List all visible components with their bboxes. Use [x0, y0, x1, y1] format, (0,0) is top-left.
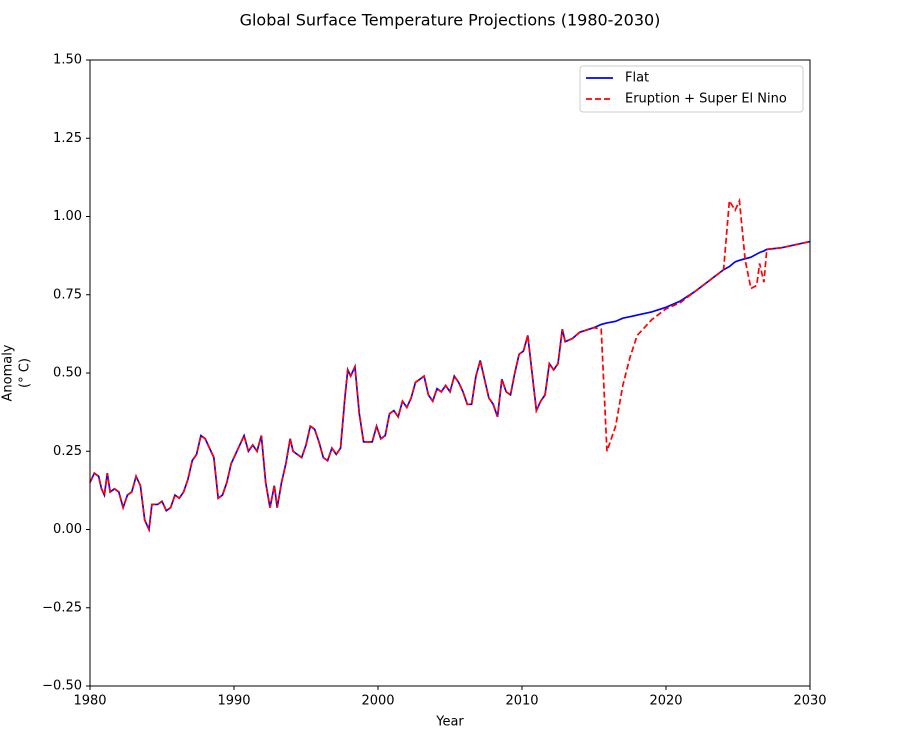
- legend-label: Eruption + Super El Nino: [625, 92, 787, 107]
- y-axis-label: Anomaly: [1, 344, 16, 401]
- chart-title: Global Surface Temperature Projections (…: [240, 11, 661, 30]
- y-tick-label: −0.50: [42, 679, 82, 694]
- y-tick-label: 0.75: [53, 287, 82, 302]
- series-line: [89, 240, 811, 533]
- x-tick-label: 2000: [361, 694, 394, 709]
- y-tick-label: 0.00: [53, 522, 82, 537]
- y-tick-label: 0.50: [53, 366, 82, 381]
- y-axis-label: (° C): [18, 358, 33, 388]
- legend-box: [579, 65, 804, 113]
- x-tick-label: 1980: [73, 694, 106, 709]
- x-tick-label: 1990: [217, 694, 250, 709]
- y-tick-label: 1.25: [53, 131, 82, 146]
- y-tick-label: −0.25: [42, 600, 82, 615]
- x-tick-label: 2010: [505, 694, 538, 709]
- plot-frame: [89, 59, 811, 687]
- x-tick-label: 2030: [793, 694, 826, 709]
- series-line: [89, 197, 811, 533]
- y-tick-label: 0.25: [53, 444, 82, 459]
- y-tick-label: 1.50: [53, 53, 82, 68]
- x-axis-label: Year: [435, 715, 464, 730]
- legend-label: Flat: [625, 71, 649, 86]
- x-tick-label: 2020: [649, 694, 682, 709]
- y-tick-label: 1.00: [53, 209, 82, 224]
